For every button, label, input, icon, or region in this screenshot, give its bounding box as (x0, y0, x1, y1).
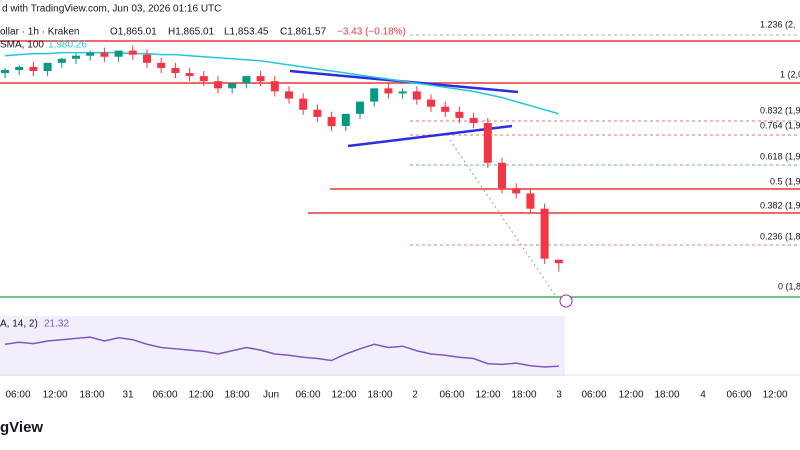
candle-body (469, 117, 478, 124)
rsi-band (0, 316, 565, 376)
candle-body (441, 106, 450, 112)
candle-body (72, 55, 80, 59)
candle-body (427, 99, 435, 107)
x-tick-label: 18:00 (511, 390, 536, 401)
x-tick-label: 18:00 (224, 390, 249, 401)
candle-body (256, 76, 265, 82)
ohlc-high: H1,865.01 (168, 27, 215, 38)
sma-value: 1,980.26 (48, 40, 87, 51)
logo: gView (0, 419, 43, 436)
x-tick-label: 06:00 (439, 390, 464, 401)
fib-label: 0.382 (1,9 (760, 200, 800, 210)
x-tick-label: 12:00 (762, 390, 787, 401)
sma-line (4, 51, 560, 115)
x-tick-label: 18:00 (367, 390, 392, 401)
candle-body (228, 83, 237, 89)
candle-body (270, 81, 279, 92)
candle-body (526, 193, 535, 209)
candle-body (143, 54, 151, 63)
candle-body (398, 91, 407, 94)
ohlc-open: O1,865.01 (110, 27, 157, 38)
candle-body (86, 52, 95, 56)
candle-body (242, 76, 251, 84)
candle-body (214, 81, 222, 89)
ohlc-low: L1,853.45 (224, 27, 269, 38)
candle-body (43, 62, 52, 71)
x-axis: 06:00 12:00 18:00 31 06:00 12:00 18:00 Jun 06:00… (5, 390, 787, 401)
projection (449, 139, 556, 296)
horizontal-lines (0, 40, 800, 214)
x-tick-label: 18:00 (79, 390, 104, 401)
candle-body (128, 50, 137, 55)
fib-labels: 1.236 (2, 1 (2,0 0.832 (1,9 0.764 (1,9 0.618… (760, 19, 800, 291)
x-tick-label: 06:00 (152, 390, 177, 401)
candle-body (100, 52, 109, 57)
x-tick-label: 12:00 (188, 390, 213, 401)
fib-label: 0.832 (1,9 (760, 105, 800, 115)
x-tick-label: 12:00 (42, 390, 67, 401)
candle-body (370, 88, 379, 102)
candle-body (57, 58, 66, 63)
rsi-line (4, 336, 559, 368)
change: −3.43 (−0.18%) (337, 27, 406, 38)
candle-body (299, 98, 308, 110)
rsi-value: 21.32 (44, 319, 69, 330)
x-tick-label: 06:00 (581, 390, 606, 401)
x-tick-label: 2 (412, 390, 418, 401)
fib-label: 0.764 (1,9 (760, 120, 800, 130)
fib-label: 1.236 (2, (760, 19, 796, 29)
candle-body (29, 66, 38, 71)
symbol: ollar · 1h · Kraken (0, 27, 79, 38)
x-tick-label: 12:00 (618, 390, 643, 401)
fib-lines (410, 34, 800, 246)
fib-label: 0.5 (1,9 (770, 176, 800, 186)
candle-body (356, 101, 364, 114)
fib-label: 0 (1,8 (778, 281, 800, 291)
candle-body (313, 109, 322, 117)
x-tick-label: Jun (263, 390, 279, 401)
x-tick-label: 18:00 (654, 390, 679, 401)
x-tick-label: 3 (556, 390, 562, 401)
candle-body (185, 73, 194, 77)
fib-label: 0.236 (1,8 (760, 231, 800, 241)
candle-body (455, 111, 464, 118)
x-tick-label: 06:00 (726, 390, 751, 401)
rsi-label: A, 14, 2) (0, 319, 38, 330)
fib-label: 0.618 (1,9 (760, 151, 800, 161)
candle-body (327, 116, 336, 127)
ohlc-close: C1,861.57 (280, 27, 327, 38)
candle-body (199, 76, 208, 82)
source-text: d with TradingView.com, Jun 03, 2026 01:… (2, 4, 221, 15)
candle-body (1, 69, 9, 74)
sma-label: SMA, 100 (0, 40, 44, 51)
candle-body (498, 162, 506, 189)
candle-body (512, 188, 521, 194)
candle-body (341, 113, 350, 127)
candle-body (114, 50, 123, 57)
x-tick-label: 12:00 (475, 390, 500, 401)
candle-body (15, 66, 24, 70)
alert-icon (559, 294, 573, 308)
candle-body (412, 91, 421, 100)
candle-body (171, 67, 180, 74)
x-tick-label: 12:00 (331, 390, 356, 401)
x-tick-label: 4 (700, 390, 706, 401)
candle-body (384, 88, 393, 94)
fib-label: 1 (2,0 (780, 69, 800, 79)
candle-body (157, 62, 166, 68)
candle-body (483, 123, 492, 163)
x-tick-label: 31 (122, 390, 134, 401)
plot (1, 45, 563, 368)
candle-body (285, 91, 293, 99)
candle-body (540, 208, 549, 259)
x-tick-label: 06:00 (5, 390, 30, 401)
x-tick-label: 06:00 (295, 390, 320, 401)
candle-body (554, 259, 563, 264)
